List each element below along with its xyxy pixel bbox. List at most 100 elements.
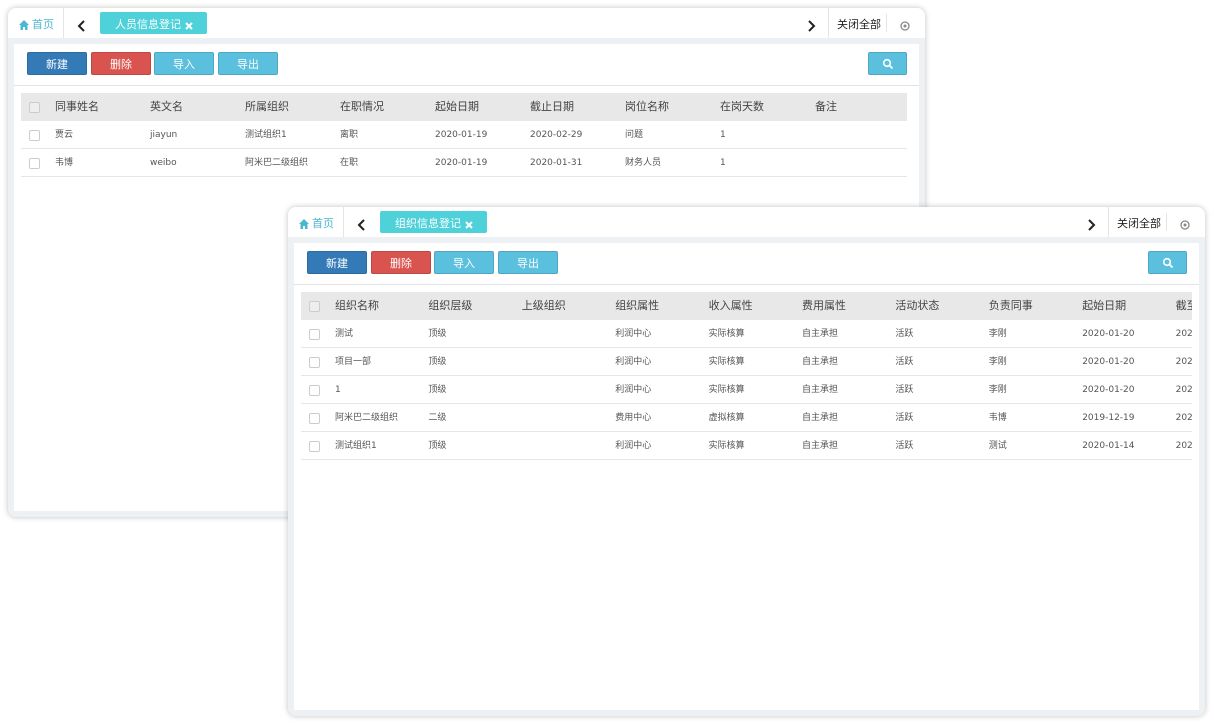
toolbar-button[interactable]: 导入 xyxy=(154,52,214,75)
table-cell: 活跃 xyxy=(895,413,914,423)
table-cell: 2020-02-29 xyxy=(530,130,583,140)
table-cell: 测试组织1 xyxy=(335,441,377,451)
separator xyxy=(1166,213,1167,231)
tab-close xyxy=(464,217,476,236)
table-cell: 1 xyxy=(720,158,726,168)
table-cell: 2020 xyxy=(1175,329,1192,339)
checkbox[interactable] xyxy=(309,385,320,396)
table-row: 1 顶级 利润中心 实际核算 自主承担 活跃 李刚 2020-01-20 2020 xyxy=(301,376,1192,404)
table-cell: 自主承担 xyxy=(802,441,839,451)
checkbox[interactable] xyxy=(29,102,40,113)
checkbox[interactable] xyxy=(309,357,320,368)
search-icon xyxy=(1162,257,1173,269)
home-icon xyxy=(298,215,310,234)
table-cell: 韦博 xyxy=(988,413,1007,423)
home-icon xyxy=(18,16,30,35)
tab-close xyxy=(184,18,196,37)
divider xyxy=(14,85,919,86)
separator xyxy=(828,8,829,38)
table-cell: 自主承担 xyxy=(802,385,839,395)
table-cell: 项目一部 xyxy=(335,357,372,367)
checkbox[interactable] xyxy=(309,301,320,312)
close-all[interactable]: 关闭全部 xyxy=(1117,217,1161,230)
table-cell: 李刚 xyxy=(988,329,1007,339)
table-row: 项目一部 顶级 利润中心 实际核算 自主承担 活跃 李刚 2020-01-20 2020 xyxy=(301,348,1192,376)
checkbox[interactable] xyxy=(29,158,40,169)
column-header: 所属组织 xyxy=(245,100,289,113)
prev-arrow xyxy=(356,216,368,235)
column-header: 费用属性 xyxy=(802,299,846,312)
table-header: 组织名称 组织层级 上级组织 组织属性 收入属性 费用属性 活动状态 负责同事 起始日期 截至日 xyxy=(301,292,1192,320)
table-row: 贾云 jiayun 测试组织1 离职 2020-01-19 2020-02-29 问题 1 xyxy=(21,121,907,149)
table-cell: 实际核算 xyxy=(708,357,745,367)
table-cell: 2020-01-19 xyxy=(435,130,488,140)
table-cell: 在职 xyxy=(340,158,359,168)
table-cell: 2020 xyxy=(1175,441,1192,451)
settings-icon-svg xyxy=(900,21,910,31)
table-cell: jiayun xyxy=(150,130,178,140)
table-cell: 利润中心 xyxy=(615,329,652,339)
table-cell: 阿米巴二级组织 xyxy=(335,413,399,423)
table-cell: 利润中心 xyxy=(615,385,652,395)
table-cell: 2020-01-20 xyxy=(1082,385,1135,395)
column-header: 备注 xyxy=(815,100,837,113)
toolbar-button[interactable]: 删除 xyxy=(91,52,151,75)
window: 首页 组织信息登记 关闭全部 新建 删除 导入 导出 组织名称 组织层级 上级组织 组织属性 收入属性… xyxy=(288,207,1205,716)
toolbar-button[interactable]: 新建 xyxy=(307,251,367,274)
separator xyxy=(1108,207,1109,237)
column-header: 组织属性 xyxy=(615,299,660,312)
table-cell: 活跃 xyxy=(895,385,914,395)
tab-bar: 首页 组织信息登记 关闭全部 xyxy=(288,207,1205,237)
toolbar-button[interactable]: 导入 xyxy=(434,251,494,274)
column-header: 活动状态 xyxy=(895,299,940,312)
table-cell: 测试 xyxy=(335,329,354,339)
home-tab[interactable]: 首页 xyxy=(312,217,334,230)
tab-title: 组织信息登记 xyxy=(395,217,461,230)
column-header: 截止日期 xyxy=(530,100,574,113)
table-cell: 实际核算 xyxy=(708,441,745,451)
table-cell: 问题 xyxy=(625,130,644,140)
separator xyxy=(886,14,887,32)
table-header: 同事姓名 英文名 所属组织 在职情况 起始日期 截止日期 岗位名称 在岗天数 备注 xyxy=(21,93,907,121)
table-cell: 2020 xyxy=(1175,357,1192,367)
active-tab[interactable]: 人员信息登记 xyxy=(100,12,207,34)
column-header: 收入属性 xyxy=(708,299,753,312)
search-button[interactable] xyxy=(1148,251,1187,274)
tab-bar: 首页 人员信息登记 关闭全部 xyxy=(8,8,925,38)
table-cell: 测试 xyxy=(988,441,1007,451)
table-cell: 活跃 xyxy=(895,441,914,451)
home-tab[interactable]: 首页 xyxy=(32,18,54,31)
toolbar-button[interactable]: 删除 xyxy=(371,251,431,274)
table-cell: 贾云 xyxy=(55,130,74,140)
toolbar-button[interactable]: 导出 xyxy=(498,251,558,274)
table-cell: 自主承担 xyxy=(802,329,839,339)
checkbox[interactable] xyxy=(309,441,320,452)
checkbox[interactable] xyxy=(309,413,320,424)
table-cell: weibo xyxy=(150,158,177,168)
table-cell: 阿米巴二级组织 xyxy=(245,158,309,168)
table-cell: 1 xyxy=(720,130,726,140)
table-row: 阿米巴二级组织 二级 费用中心 虚拟核算 自主承担 活跃 韦博 2019-12-19 2020 xyxy=(301,404,1192,432)
column-header: 英文名 xyxy=(150,100,183,113)
table-cell: 李刚 xyxy=(988,385,1007,395)
toolbar-button[interactable]: 新建 xyxy=(27,52,87,75)
table-cell: 费用中心 xyxy=(615,413,652,423)
search-icon xyxy=(882,58,893,70)
checkbox[interactable] xyxy=(29,130,40,141)
search-button[interactable] xyxy=(868,52,907,75)
column-header: 起始日期 xyxy=(435,100,479,113)
active-tab[interactable]: 组织信息登记 xyxy=(380,211,487,233)
column-header: 在职情况 xyxy=(340,100,384,113)
prev-arrow-svg xyxy=(357,219,365,231)
checkbox[interactable] xyxy=(309,329,320,340)
table-cell: 2020 xyxy=(1175,385,1192,395)
table-row: 韦博 weibo 阿米巴二级组织 在职 2020-01-19 2020-01-31 财务人员… xyxy=(21,149,907,177)
table: 同事姓名 英文名 所属组织 在职情况 起始日期 截止日期 岗位名称 在岗天数 备注 贾云 jiayu… xyxy=(21,93,907,177)
table-cell: 利润中心 xyxy=(615,357,652,367)
settings-icon xyxy=(899,17,911,36)
table-cell: 顶级 xyxy=(428,441,447,451)
toolbar-button[interactable]: 导出 xyxy=(218,52,278,75)
column-header: 组织层级 xyxy=(428,299,473,312)
close-all[interactable]: 关闭全部 xyxy=(837,18,881,31)
tab-close-svg xyxy=(185,22,193,30)
